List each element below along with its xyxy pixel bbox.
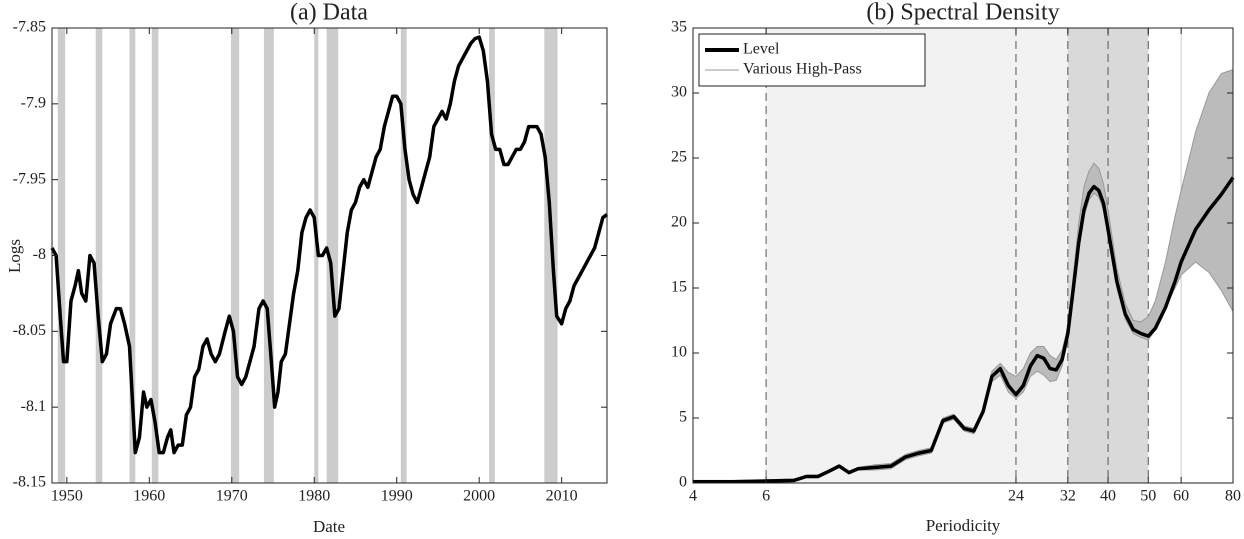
legend-label: Various High-Pass: [743, 61, 862, 78]
y-tick-label: -7.9: [21, 95, 46, 112]
x-tick-label: 4: [689, 488, 697, 505]
data-line: [693, 176, 1235, 484]
y-tick-label: 5: [679, 409, 687, 426]
x-tick-label: 1960: [133, 488, 165, 505]
y-tick-label: 35: [671, 19, 687, 36]
x-tick-label: 6: [762, 488, 770, 505]
y-tick-label: -8.15: [13, 474, 46, 491]
shaded-region: [129, 28, 136, 483]
band-fill: [693, 69, 1233, 483]
chart-title: (b) Spectral Density: [866, 0, 1059, 26]
shaded-region: [263, 28, 274, 483]
shaded-region: [400, 28, 407, 483]
shaded-region: [489, 28, 495, 483]
x-tick-label: 40: [1100, 488, 1116, 505]
shaded-region: [57, 28, 66, 483]
y-tick-label: 10: [671, 344, 687, 361]
y-tick-label: 15: [671, 279, 687, 296]
y-tick-label: 20: [671, 214, 687, 231]
y-tick-label: -8.1: [21, 398, 46, 415]
x-tick-label: 32: [1060, 488, 1076, 505]
x-tick-label: 2000: [463, 488, 495, 505]
x-tick-label: 1980: [298, 488, 330, 505]
x-tick-label: 24: [1008, 488, 1024, 505]
shaded-region: [326, 28, 339, 483]
x-tick-label: 1990: [381, 488, 413, 505]
data-line: [50, 35, 609, 455]
chart-title: (a) Data: [290, 0, 368, 26]
y-axis-label: Logs: [5, 239, 24, 273]
y-tick-label: 0: [679, 474, 687, 491]
x-tick-label: 80: [1225, 488, 1241, 505]
x-tick-label: 2010: [546, 488, 578, 505]
axis-box: [692, 27, 1234, 484]
x-tick-label: 1950: [51, 488, 83, 505]
x-tick-label: 50: [1140, 488, 1156, 505]
x-tick-label: 1970: [216, 488, 248, 505]
x-axis-label: Periodicity: [926, 516, 1001, 535]
legend-label: Level: [743, 41, 780, 58]
legend: Level Various High-Pass: [698, 33, 926, 87]
x-axis-label: Date: [313, 517, 345, 536]
shaded-region: [230, 28, 240, 483]
shaded-region: [314, 28, 319, 483]
y-tick-label: 30: [671, 84, 687, 101]
y-tick-label: -8: [33, 246, 46, 263]
legend-box: [698, 33, 926, 87]
y-tick-label: -8.05: [13, 322, 46, 339]
y-tick-label: -7.95: [13, 170, 46, 187]
shaded-region: [95, 28, 103, 483]
x-tick-label: 60: [1173, 488, 1189, 505]
shaded-region: [151, 28, 159, 483]
y-tick-label: -7.85: [13, 19, 46, 36]
y-tick-label: 25: [671, 149, 687, 166]
